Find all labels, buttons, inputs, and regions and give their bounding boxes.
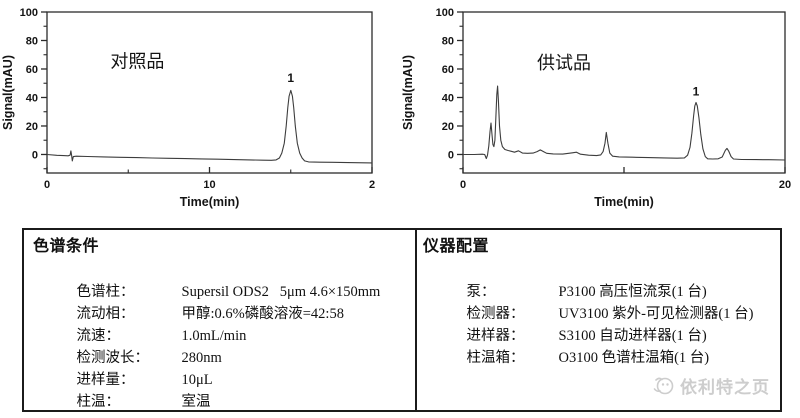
x-axis-label: Time(min) <box>594 195 654 209</box>
y-tick-label: 40 <box>442 92 454 104</box>
chromatogram-sample-svg: 0 20 40 60 80 100 0 20 Time(min) Signal(mAU) 供试品 1 <box>401 7 791 209</box>
y-tick-label: 0 <box>32 149 38 161</box>
y-tick-label: 20 <box>442 121 454 133</box>
chromatogram-sample: 0 20 40 60 80 100 0 20 Time(min) Signal(mAU) 供试品 1 <box>400 0 800 222</box>
chromatogram-trace <box>463 85 786 161</box>
plot-frame <box>462 11 786 174</box>
table-row: 柱温： 室温 <box>33 369 407 410</box>
chromatogram-reference: 0 20 40 60 80 100 0 10 2 Time(min) Signal(mAU) 对照品 1 <box>0 0 400 222</box>
conditions-rows: 色谱柱： Supersil ODS2 5μm 4.6×150mm 流动相： 甲醇:0… <box>33 259 407 410</box>
row-label: 柱温箱： <box>466 350 525 366</box>
row-value: P3100 高压恒流泵(1 台) <box>558 284 707 300</box>
chromatogram-reference-svg: 0 20 40 60 80 100 0 10 2 Time(min) Signal(mAU) 对照品 1 <box>1 7 375 209</box>
row-label: 进样器： <box>466 328 525 344</box>
sample-type-label: 供试品 <box>537 53 591 73</box>
row-label: 色谱柱： <box>76 284 135 300</box>
x-tick-label: 0 <box>460 179 466 191</box>
row-value: O3100 色谱柱温箱(1 台) <box>558 350 710 366</box>
table-row: 流动相： 甲醇:0.6%磷酸溶液=42:58 <box>33 281 407 322</box>
table-row: 色谱柱： Supersil ODS2 5μm 4.6×150mm <box>33 259 407 300</box>
y-tick-label: 60 <box>442 64 454 76</box>
peak-label: 1 <box>287 71 294 85</box>
table-row: 进样器： S3100 自动进样器(1 台) <box>423 303 772 344</box>
table-row: 进样量： 10μL <box>33 347 407 388</box>
row-value: S3100 自动进样器(1 台) <box>558 328 707 344</box>
table-row: 检测器： UV3100 紫外-可见检测器(1 台) <box>423 281 772 322</box>
y-tick-label: 0 <box>448 149 454 161</box>
peak-label: 1 <box>693 84 700 98</box>
chromatographic-conditions-cell: 色谱条件 色谱柱： Supersil ODS2 5μm 4.6×150mm 流动相… <box>24 230 417 410</box>
row-label: 泵： <box>466 284 496 300</box>
x-axis-label: Time(min) <box>180 195 240 209</box>
row-label: 进样量： <box>76 372 135 388</box>
row-value: 甲醇:0.6%磷酸溶液=42:58 <box>181 306 344 322</box>
instrument-configuration-cell: 仪器配置 泵： P3100 高压恒流泵(1 台) 检测器： UV3100 紫外-可见… <box>417 230 780 410</box>
row-label: 检测器： <box>466 306 525 322</box>
watermark-logo-icon <box>653 377 674 394</box>
watermark-text: 依利特之页 <box>680 378 770 397</box>
table-row: 柱温箱： O3100 色谱柱温箱(1 台) <box>423 325 772 366</box>
y-tick-label: 100 <box>20 7 38 19</box>
y-tick-label: 100 <box>436 7 454 19</box>
sample-type-label: 对照品 <box>110 52 164 72</box>
instrument-rows: 泵： P3100 高压恒流泵(1 台) 检测器： UV3100 紫外-可见检测器(1… <box>423 259 772 366</box>
plot-frame <box>46 11 373 174</box>
row-value: Supersil ODS2 5μm 4.6×150mm <box>181 284 381 300</box>
row-value: 280nm <box>181 350 222 366</box>
table-row: 检测波长： 280nm <box>33 325 407 366</box>
row-label: 流速： <box>76 328 121 344</box>
conditions-title: 色谱条件 <box>33 238 100 255</box>
row-value: UV3100 紫外-可见检测器(1 台) <box>558 306 754 322</box>
row-label: 流动相： <box>76 306 135 322</box>
x-tick-label: 10 <box>203 179 215 191</box>
row-value: 1.0mL/min <box>181 328 247 344</box>
y-tick-label: 20 <box>26 121 38 133</box>
x-tick-label: 0 <box>44 179 50 191</box>
y-tick-label: 60 <box>26 64 38 76</box>
y-tick-label: 40 <box>26 92 38 104</box>
row-value: 10μL <box>181 372 213 388</box>
row-label: 检测波长： <box>76 350 150 366</box>
y-tick-label: 80 <box>442 35 454 47</box>
table-row: 流速： 1.0mL/min <box>33 303 407 344</box>
row-value: 室温 <box>181 394 211 410</box>
y-tick-label: 80 <box>26 35 38 47</box>
row-label: 柱温： <box>76 394 121 410</box>
chromatogram-trace <box>46 89 373 164</box>
y-axis-label: Signal(mAU) <box>401 55 415 130</box>
x-tick-label: 20 <box>779 179 791 191</box>
watermark: 依利特之页 <box>653 373 770 398</box>
x-tick-label: 2 <box>369 179 375 191</box>
instruments-title: 仪器配置 <box>423 238 490 255</box>
table-row: 泵： P3100 高压恒流泵(1 台) <box>423 259 772 300</box>
y-axis-label: Signal(mAU) <box>1 55 15 130</box>
conditions-table: 色谱条件 色谱柱： Supersil ODS2 5μm 4.6×150mm 流动相… <box>22 228 782 412</box>
